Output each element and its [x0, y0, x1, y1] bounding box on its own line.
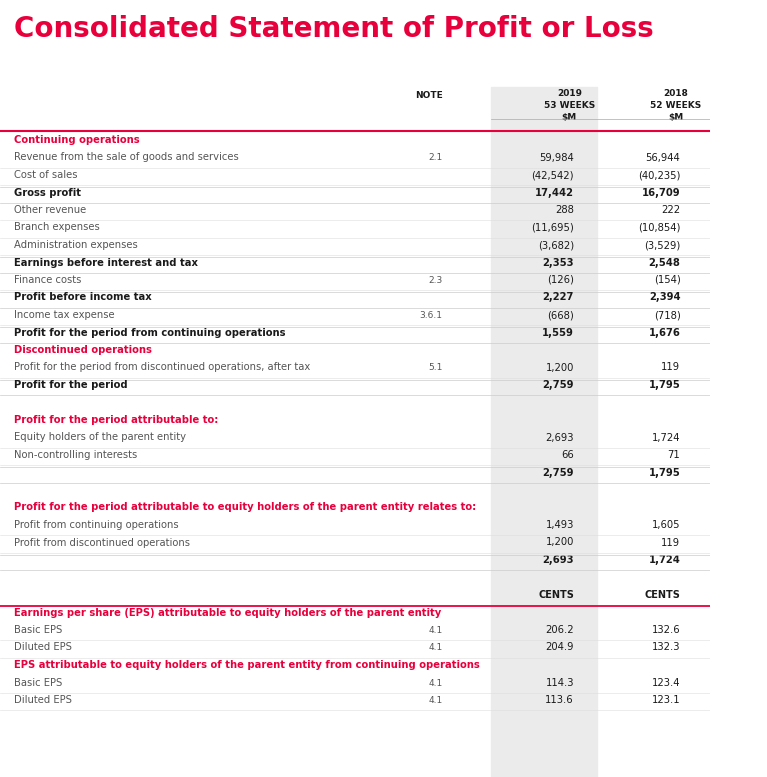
- Text: 113.6: 113.6: [545, 695, 574, 705]
- Text: Non-controlling interests: Non-controlling interests: [14, 450, 137, 460]
- Text: 132.6: 132.6: [652, 625, 680, 635]
- Text: NOTE: NOTE: [415, 91, 443, 100]
- Text: 206.2: 206.2: [545, 625, 574, 635]
- Text: Profit for the period attributable to equity holders of the parent entity relate: Profit for the period attributable to eq…: [14, 503, 476, 513]
- Text: 204.9: 204.9: [545, 643, 574, 653]
- Text: 1,493: 1,493: [545, 520, 574, 530]
- Text: (3,529): (3,529): [644, 240, 680, 250]
- Text: Gross profit: Gross profit: [14, 187, 81, 197]
- Text: 4.1: 4.1: [428, 696, 443, 705]
- Text: Profit for the period: Profit for the period: [14, 380, 127, 390]
- Text: 2,353: 2,353: [542, 257, 574, 267]
- Text: Revenue from the sale of goods and services: Revenue from the sale of goods and servi…: [14, 152, 239, 162]
- Text: (154): (154): [653, 275, 680, 285]
- Text: 1,200: 1,200: [545, 363, 574, 372]
- Text: 2,693: 2,693: [542, 555, 574, 565]
- Text: Consolidated Statement of Profit or Loss: Consolidated Statement of Profit or Loss: [14, 15, 653, 43]
- Text: (3,682): (3,682): [538, 240, 574, 250]
- Text: 1,559: 1,559: [542, 327, 574, 337]
- Text: CENTS: CENTS: [644, 590, 680, 600]
- Text: (11,695): (11,695): [532, 222, 574, 232]
- Text: 17,442: 17,442: [535, 187, 574, 197]
- Text: 4.1: 4.1: [428, 626, 443, 635]
- Text: 1,795: 1,795: [649, 380, 680, 390]
- Text: 59,984: 59,984: [539, 152, 574, 162]
- Text: 1,724: 1,724: [649, 555, 680, 565]
- Text: (42,542): (42,542): [532, 170, 574, 180]
- Text: Profit from discontinued operations: Profit from discontinued operations: [14, 538, 190, 548]
- Text: Cost of sales: Cost of sales: [14, 170, 77, 180]
- Text: 2,693: 2,693: [545, 433, 574, 442]
- Text: 56,944: 56,944: [646, 152, 680, 162]
- Text: 2,759: 2,759: [542, 380, 574, 390]
- Text: 114.3: 114.3: [545, 678, 574, 688]
- Text: Earnings per share (EPS) attributable to equity holders of the parent entity: Earnings per share (EPS) attributable to…: [14, 608, 441, 618]
- Text: Discontinued operations: Discontinued operations: [14, 345, 152, 355]
- Text: 2,394: 2,394: [649, 292, 680, 302]
- Text: Earnings before interest and tax: Earnings before interest and tax: [14, 257, 198, 267]
- Text: Income tax expense: Income tax expense: [14, 310, 114, 320]
- Text: 5.1: 5.1: [428, 364, 443, 372]
- Text: Continuing operations: Continuing operations: [14, 135, 140, 145]
- Text: Finance costs: Finance costs: [14, 275, 81, 285]
- Text: 132.3: 132.3: [652, 643, 680, 653]
- Text: (40,235): (40,235): [638, 170, 680, 180]
- Text: (126): (126): [547, 275, 574, 285]
- Text: Profit for the period from discontinued operations, after tax: Profit for the period from discontinued …: [14, 363, 310, 372]
- Text: 123.4: 123.4: [652, 678, 680, 688]
- Text: Administration expenses: Administration expenses: [14, 240, 137, 250]
- Text: Basic EPS: Basic EPS: [14, 678, 62, 688]
- Text: Equity holders of the parent entity: Equity holders of the parent entity: [14, 433, 186, 442]
- Bar: [491, 87, 597, 777]
- Text: 2,227: 2,227: [542, 292, 574, 302]
- Text: (718): (718): [653, 310, 680, 320]
- Text: 1,724: 1,724: [652, 433, 680, 442]
- Text: Diluted EPS: Diluted EPS: [14, 695, 72, 705]
- Text: 16,709: 16,709: [642, 187, 680, 197]
- Text: 2018
52 WEEKS
$M: 2018 52 WEEKS $M: [650, 89, 702, 121]
- Text: Profit before income tax: Profit before income tax: [14, 292, 152, 302]
- Text: Profit for the period attributable to:: Profit for the period attributable to:: [14, 415, 219, 425]
- Text: (10,854): (10,854): [638, 222, 680, 232]
- Text: 123.1: 123.1: [652, 695, 680, 705]
- Text: 2.1: 2.1: [428, 154, 443, 162]
- Text: Other revenue: Other revenue: [14, 205, 86, 215]
- Text: EPS attributable to equity holders of the parent entity from continuing operatio: EPS attributable to equity holders of th…: [14, 660, 479, 670]
- Text: 2,759: 2,759: [542, 468, 574, 478]
- Text: 119: 119: [661, 538, 680, 548]
- Text: Diluted EPS: Diluted EPS: [14, 643, 72, 653]
- Text: 2.3: 2.3: [428, 276, 443, 285]
- Text: 119: 119: [661, 363, 680, 372]
- Text: 4.1: 4.1: [428, 643, 443, 653]
- Text: 3.6.1: 3.6.1: [420, 311, 443, 320]
- Text: 1,605: 1,605: [652, 520, 680, 530]
- Text: 2019
53 WEEKS
$M: 2019 53 WEEKS $M: [544, 89, 595, 121]
- Text: 2,548: 2,548: [649, 257, 680, 267]
- Text: 1,200: 1,200: [545, 538, 574, 548]
- Text: CENTS: CENTS: [538, 590, 574, 600]
- Text: Branch expenses: Branch expenses: [14, 222, 100, 232]
- Text: 71: 71: [668, 450, 680, 460]
- Text: 288: 288: [555, 205, 574, 215]
- Text: 66: 66: [561, 450, 574, 460]
- Text: Profit from continuing operations: Profit from continuing operations: [14, 520, 179, 530]
- Text: 1,676: 1,676: [649, 327, 680, 337]
- Text: 4.1: 4.1: [428, 678, 443, 688]
- Text: 1,795: 1,795: [649, 468, 680, 478]
- Text: (668): (668): [547, 310, 574, 320]
- Text: Basic EPS: Basic EPS: [14, 625, 62, 635]
- Text: 222: 222: [661, 205, 680, 215]
- Text: Profit for the period from continuing operations: Profit for the period from continuing op…: [14, 327, 285, 337]
